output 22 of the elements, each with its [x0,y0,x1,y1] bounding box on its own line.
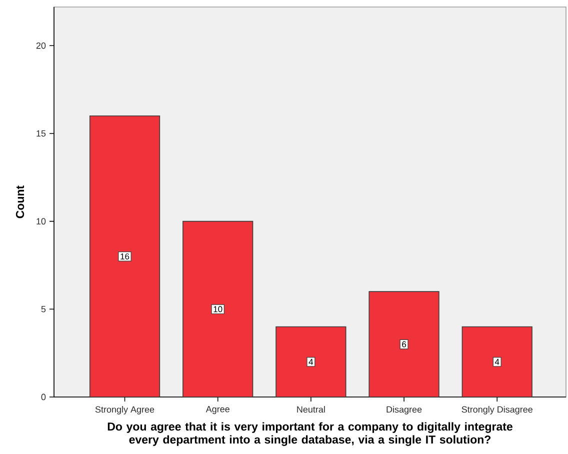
y-tick-label: 20 [36,42,46,49]
data-label: 10 [214,306,222,312]
data-label: 6 [402,341,406,348]
data-label: 4 [308,358,314,365]
bar [89,116,160,397]
data-label: 16 [120,253,130,260]
y-tick-label: 5 [41,306,46,312]
bar [462,326,532,397]
x-tick-label: Disagree [386,406,422,414]
y-tick-label: 10 [36,218,46,225]
data-label: 4 [494,358,500,365]
x-tick-label: Neutral [297,406,325,413]
bar [368,291,440,397]
x-tick-label: Strongly Disagree [462,406,532,414]
bar [182,220,254,397]
y-tick-label: 0 [41,394,46,400]
x-tick-label: Strongly Agree [95,406,154,414]
x-axis-title: Do you agree that it is very important for a company to digitally integrate every department into a single database, via a single IT solution? [108,422,512,446]
y-tick-label: 15 [36,130,46,137]
x-tick-label: Agree [206,406,230,414]
bar [276,326,346,397]
y-axis-title: Count [16,186,24,218]
